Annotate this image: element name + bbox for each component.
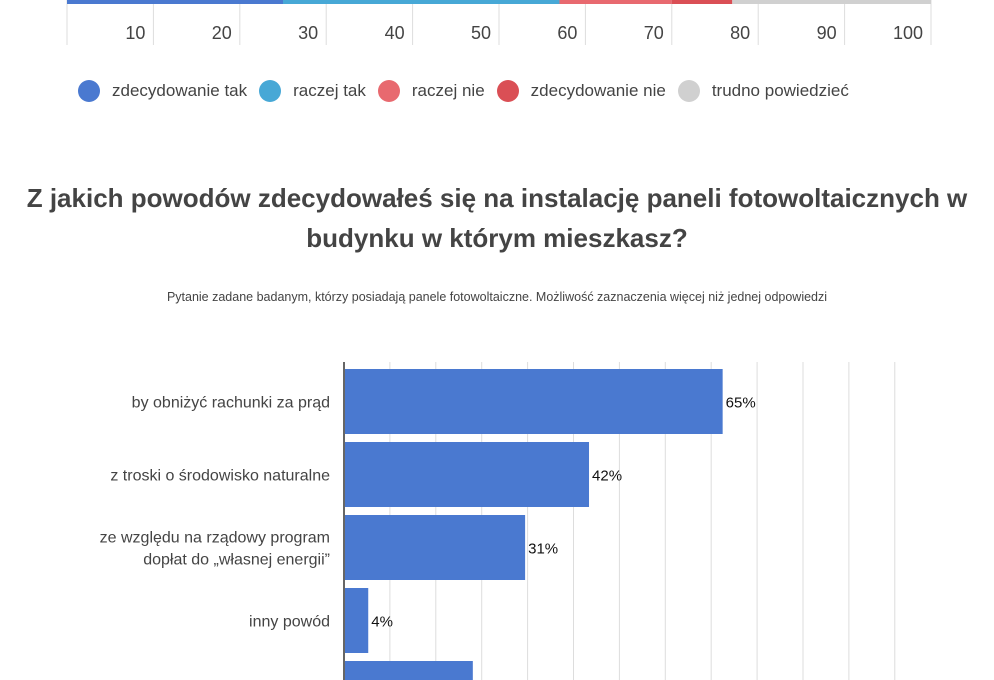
bar-segment [67,0,283,4]
legend-dot-icon [78,80,100,102]
legend-label: raczej tak [293,81,366,100]
legend-item: zdecydowanie nie [496,80,666,102]
legend-item: raczej tak [259,80,366,102]
legend-dot-icon [377,80,400,102]
bar-value-label: 31% [528,541,558,558]
bar [345,661,473,680]
x-tick-label: 90 [817,23,837,43]
bar-segment [732,0,931,4]
legend-dot-icon [259,80,282,102]
x-tick-label: 40 [385,23,405,43]
bar-segment [671,0,733,4]
legend-label: trudno powiedzieć [711,81,849,100]
category-label: dopłat do „własnej energii” [143,552,330,569]
chart-subtitle: Pytanie zadane badanym, którzy posiadają… [166,290,828,304]
bar [345,588,369,653]
x-tick-label: 20 [212,23,232,43]
bar-value-label: 4% [371,614,393,631]
chart-title: Z jakich powodów zdecydowałeś się na ins… [26,183,968,253]
bar [345,515,526,580]
x-tick-label: 80 [730,23,750,43]
category-label: z troski o środowisko naturalne [110,468,330,485]
bar-value-label: 42% [592,468,622,485]
legend-label: zdecydowanie tak [112,81,248,100]
reasons-bar-chart: 65% by obniżyć rachunki za prąd 42% z trosk… [100,362,896,680]
category-label: ze względu na rządowy program [100,530,330,547]
legend-dot-icon [677,80,700,102]
bar-segment [283,0,560,4]
x-tick-label: 30 [298,23,318,43]
bar-value-label: 65% [726,395,756,412]
x-tick-label: 60 [557,23,577,43]
category-label: inny powód [249,614,330,631]
legend-dot-icon [496,80,519,102]
x-tick-label: 70 [644,23,664,43]
legend-item: trudno powiedzieć [677,80,849,102]
x-tick-label: 10 [125,23,145,43]
top-stacked-chart: 10 20 30 40 50 60 70 80 90 100 [66,0,932,45]
bar-segment [559,0,672,4]
legend-item: zdecydowanie tak [78,80,247,102]
legend: zdecydowanie tak raczej tak raczej nie zdec… [78,80,861,102]
legend-item: raczej nie [377,80,485,102]
legend-label: raczej nie [411,81,485,100]
bar [345,442,590,507]
legend-label: zdecydowanie nie [530,81,666,100]
category-label: by obniżyć rachunki za prąd [132,395,330,412]
x-tick-label: 50 [471,23,491,43]
x-tick-label: 100 [893,23,923,43]
bar [345,369,723,434]
